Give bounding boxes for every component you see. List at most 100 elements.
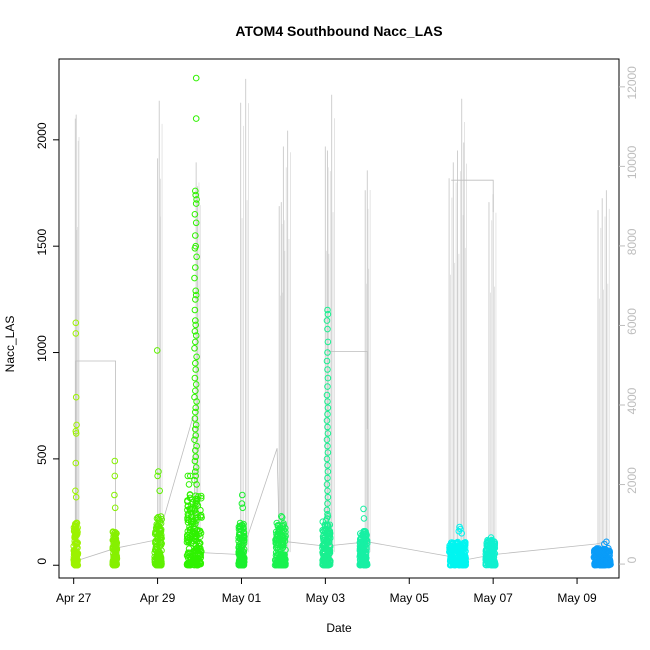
data-point xyxy=(323,391,331,399)
data-point xyxy=(324,310,332,318)
x-tick-label: Apr 29 xyxy=(140,591,176,605)
data-point xyxy=(73,543,80,551)
data-point xyxy=(193,253,200,261)
data-point xyxy=(319,527,326,534)
data-point xyxy=(73,551,81,558)
data-point xyxy=(323,417,331,424)
data-point xyxy=(73,421,80,429)
y-tick-label: 1000 xyxy=(35,335,49,362)
x-tick-label: May 03 xyxy=(306,591,346,605)
data-point xyxy=(362,532,370,539)
data-point xyxy=(192,296,199,303)
data-point xyxy=(192,317,199,324)
data-point xyxy=(488,554,496,562)
data-point xyxy=(190,537,197,545)
data-point xyxy=(483,552,490,560)
data-point xyxy=(185,537,192,544)
data-point xyxy=(356,542,364,550)
data-point xyxy=(323,317,331,324)
data-point xyxy=(454,558,461,566)
data-point xyxy=(187,556,194,564)
data-point xyxy=(72,493,80,501)
data-point xyxy=(196,539,204,547)
data-point xyxy=(241,536,248,544)
data-point xyxy=(152,529,159,536)
data-point xyxy=(155,468,162,475)
data-point xyxy=(235,531,243,538)
data-point xyxy=(458,530,466,537)
data-point xyxy=(192,321,199,329)
data-point xyxy=(452,560,459,568)
data-point xyxy=(73,520,80,527)
data-point xyxy=(193,196,200,203)
y2-tick-label: 2000 xyxy=(625,467,639,494)
data-point xyxy=(239,504,246,512)
data-point xyxy=(461,541,469,549)
data-point xyxy=(153,525,160,533)
y-tick-label: 0 xyxy=(35,558,49,565)
data-point xyxy=(324,404,332,412)
data-point xyxy=(323,521,331,529)
data-point xyxy=(324,487,331,495)
data-point xyxy=(323,506,331,514)
data-point xyxy=(73,553,80,561)
data-point xyxy=(319,542,326,549)
data-point xyxy=(192,499,199,507)
data-point xyxy=(184,549,192,557)
data-point xyxy=(193,561,201,568)
data-point xyxy=(192,425,199,433)
chart-title: ATOM4 Southbound Nacc_LAS xyxy=(235,23,442,39)
data-point xyxy=(326,521,334,529)
y2-tick-label: 0 xyxy=(625,556,639,563)
data-point xyxy=(155,522,162,529)
data-point xyxy=(448,551,455,559)
data-point xyxy=(183,536,191,543)
data-point xyxy=(192,219,200,227)
data-point xyxy=(491,559,499,567)
data-point xyxy=(73,540,80,548)
data-point xyxy=(191,436,198,444)
data-cluster xyxy=(356,505,371,569)
data-point xyxy=(273,544,281,552)
data-point xyxy=(319,551,327,558)
data-point xyxy=(190,556,198,564)
data-cluster xyxy=(319,306,334,569)
data-point xyxy=(193,442,200,450)
data-point xyxy=(324,349,331,356)
data-point xyxy=(324,410,331,418)
data-point xyxy=(192,432,199,439)
data-point xyxy=(191,328,199,335)
data-point xyxy=(72,330,80,337)
data-point xyxy=(74,561,82,569)
y-tick-label: 1500 xyxy=(35,229,49,256)
data-point xyxy=(241,555,248,563)
data-point xyxy=(191,306,199,314)
data-point xyxy=(324,449,332,456)
data-point xyxy=(156,487,163,495)
data-point xyxy=(154,472,161,480)
data-point xyxy=(276,528,284,536)
data-point xyxy=(273,561,281,568)
data-point xyxy=(324,474,331,482)
data-point xyxy=(601,540,608,548)
data-point xyxy=(191,415,199,422)
data-cluster xyxy=(183,74,205,569)
data-point xyxy=(192,187,199,195)
data-point xyxy=(192,115,200,122)
data-point xyxy=(446,542,454,549)
data-point xyxy=(192,366,199,373)
connector-line xyxy=(451,179,494,213)
data-point xyxy=(324,423,331,431)
data-point xyxy=(273,558,281,566)
data-point xyxy=(192,359,199,367)
data-point xyxy=(278,514,286,521)
data-point xyxy=(484,557,492,564)
data-point xyxy=(323,515,331,522)
data-point xyxy=(276,531,284,538)
data-point xyxy=(155,515,162,523)
data-point xyxy=(188,530,196,538)
data-point xyxy=(111,472,119,480)
data-point xyxy=(363,560,370,568)
data-point xyxy=(193,353,200,361)
data-point xyxy=(151,549,158,556)
